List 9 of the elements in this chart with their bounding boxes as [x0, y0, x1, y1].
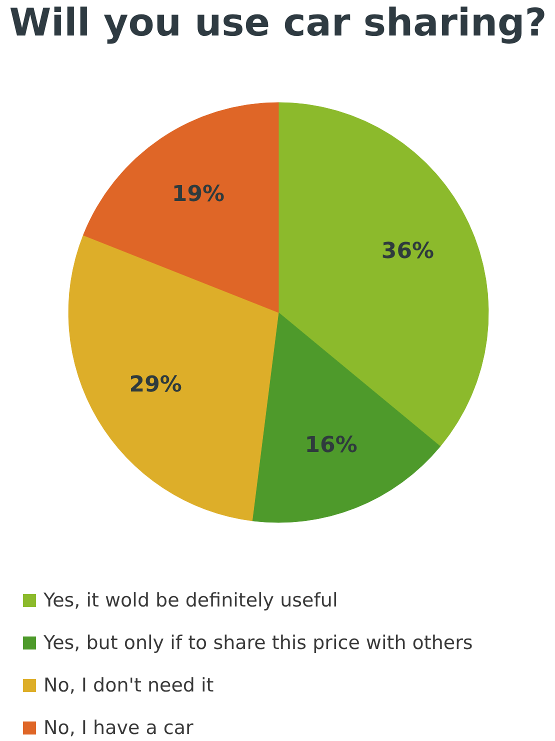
- data-label: 19%: [172, 182, 225, 207]
- data-label: 16%: [304, 432, 358, 458]
- legend-label: No, I have a car: [44, 717, 194, 739]
- legend-label: No, I don't need it: [44, 674, 214, 696]
- legend-label: Yes, it wold be definitely useful: [42, 590, 338, 612]
- data-label: 36%: [381, 239, 434, 264]
- data-label: 29%: [129, 372, 182, 398]
- chart-title: Will you use car sharing?: [9, 0, 547, 44]
- legend-label: Yes, but only if to share this price with others: [42, 632, 473, 654]
